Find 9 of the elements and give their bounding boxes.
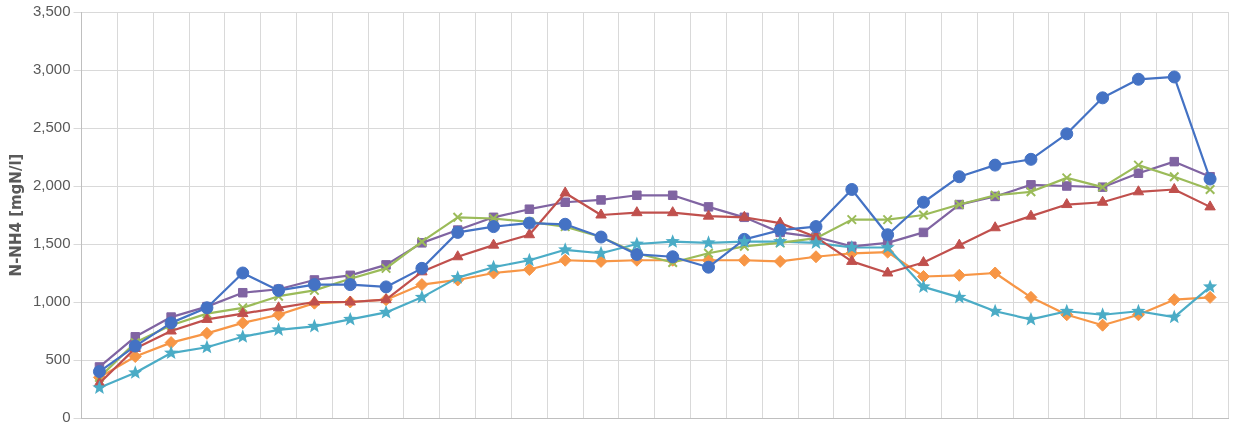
y-tick-label: 2,000 — [32, 176, 71, 194]
y-tick-label: 0 — [62, 408, 71, 426]
y-tick-label: 2,500 — [32, 118, 71, 136]
y-tick-label: 1,000 — [32, 292, 71, 310]
y-tick-label: 500 — [45, 350, 71, 368]
y-axis-title: N-NH4 [mgN/l] — [6, 153, 25, 277]
y-tick-label: 3,500 — [32, 2, 71, 20]
y-tick-label: 1,500 — [32, 234, 71, 252]
y-tick-label: 3,000 — [32, 60, 71, 78]
